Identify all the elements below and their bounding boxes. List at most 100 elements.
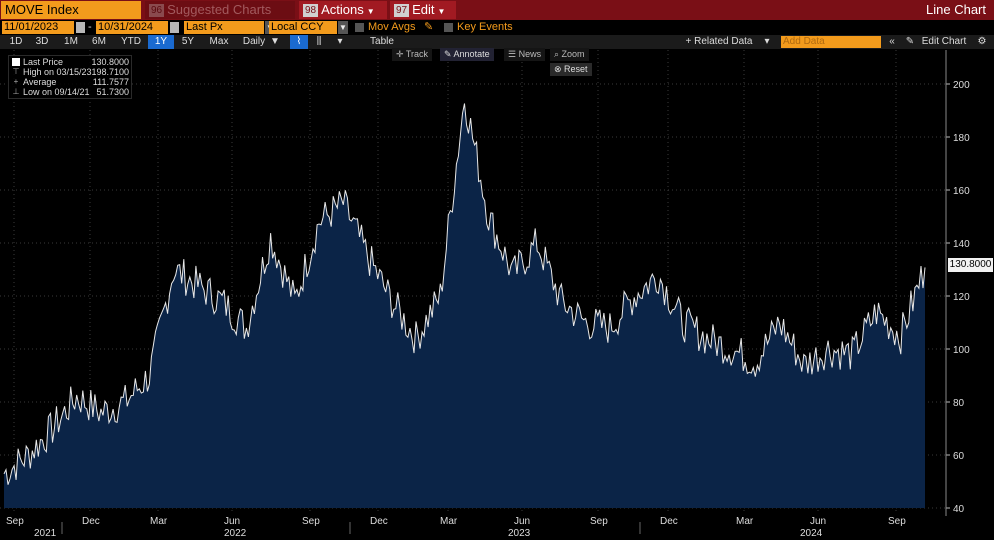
legend-label: High on 03/15/23 <box>23 67 92 77</box>
reset-button[interactable]: ⊗ Reset <box>550 63 592 76</box>
x-tick-label: Mar <box>440 516 458 527</box>
legend-low: ⊥ Low on 09/14/21 51.7300 <box>9 87 133 97</box>
range-1y[interactable]: 1Y <box>148 35 174 49</box>
legend-last: Last Price 130.8000 <box>9 57 133 67</box>
field-select[interactable]: Last Px <box>184 21 264 34</box>
chevron-down-icon: ▼ <box>437 7 446 16</box>
range-ytd[interactable]: YTD <box>121 36 141 47</box>
command-bar: MOVE Index 96 Suggested Charts 98 Actions ▼… <box>0 0 994 20</box>
key-events-label[interactable]: Key Events <box>457 21 513 33</box>
edit-chart-button[interactable]: Edit Chart <box>921 36 967 47</box>
menu-number: 97 <box>394 4 410 17</box>
calendar-icon[interactable] <box>76 22 85 33</box>
key-events-checkbox[interactable] <box>444 23 453 32</box>
x-tick-label: Dec <box>82 516 100 527</box>
series-area <box>4 103 925 508</box>
legend-value: 130.8000 <box>91 57 129 67</box>
zoom-tool[interactable]: ⌕ Zoom <box>550 48 589 61</box>
x-tick-label: Sep <box>6 516 24 527</box>
period-select[interactable]: Daily <box>242 36 266 47</box>
mov-avgs-checkbox[interactable] <box>355 23 364 32</box>
x-tick-label: Mar <box>150 516 168 527</box>
x-tick-label: Sep <box>590 516 608 527</box>
menu-label: Actions <box>321 2 364 17</box>
x-year-label: 2021 <box>34 528 57 539</box>
range-1m[interactable]: 1M <box>64 36 78 47</box>
zoom-label: Zoom <box>561 49 585 59</box>
edit-menu[interactable]: 97 Edit ▼ <box>390 1 456 19</box>
gear-icon[interactable]: ⚙ <box>977 36 987 47</box>
line-chart-icon[interactable]: ⌇ <box>290 35 308 49</box>
related-data-button[interactable]: + Related Data <box>685 36 753 47</box>
end-date-field[interactable]: 10/31/2024 <box>96 21 168 34</box>
y-tick-label: 140 <box>953 239 970 250</box>
series-line-last-price <box>3 103 926 485</box>
average-marker-icon: + <box>13 77 19 86</box>
low-marker-icon: ⊥ <box>12 87 20 96</box>
legend-label: Average <box>23 77 57 87</box>
suggested-charts-menu[interactable]: 96 Suggested Charts <box>145 1 295 19</box>
x-year-label: 2024 <box>800 528 823 539</box>
view-title: Line Chart <box>926 2 986 17</box>
legend-high: ⊤ High on 03/15/23 198.7100 <box>9 67 133 77</box>
legend-value: 198.7100 <box>91 67 129 77</box>
pencil-icon: ✎ <box>444 49 454 59</box>
x-tick-label: Sep <box>888 516 906 527</box>
pencil-icon[interactable]: ✎ <box>905 36 915 47</box>
collapse-icon[interactable]: « <box>889 36 895 47</box>
news-label: News <box>518 49 542 59</box>
range-5y[interactable]: 5Y <box>181 36 195 47</box>
table-button[interactable]: Table <box>370 36 394 47</box>
calendar-icon[interactable] <box>170 22 179 33</box>
y-tick-label: 180 <box>953 133 970 144</box>
range-6m[interactable]: 6M <box>92 36 106 47</box>
chevron-down-icon[interactable]: ▾ <box>337 36 343 47</box>
price-chart[interactable]: 40 60 80 100 120 140 160 180 200 Sep Dec Mar Jun Sep D… <box>0 50 994 540</box>
legend-average: + Average 111.7577 <box>9 77 133 87</box>
x-tick-label: Jun <box>514 516 530 527</box>
bar-chart-icon[interactable]: ⫼ <box>316 36 322 47</box>
chart-canvas[interactable]: 40 60 80 100 120 140 160 180 200 Sep Dec Mar Jun Sep D… <box>0 50 994 540</box>
news-icon: ☰ <box>508 49 519 59</box>
y-tick-label: 40 <box>953 504 965 515</box>
news-tool[interactable]: ☰ News <box>504 48 546 61</box>
chevron-down-icon[interactable]: ▾ <box>764 36 770 47</box>
chevron-down-icon[interactable]: ▼ <box>338 21 348 34</box>
mov-avgs-label[interactable]: Mov Avgs <box>368 21 416 33</box>
last-price-tag: 130.8000 <box>948 258 993 272</box>
date-separator: - <box>88 21 92 33</box>
x-year-label: 2022 <box>224 528 247 539</box>
track-tool[interactable]: ✛ Track <box>392 48 433 61</box>
range-3d[interactable]: 3D <box>35 36 49 47</box>
security-field[interactable]: MOVE Index <box>1 1 141 19</box>
range-max[interactable]: Max <box>209 36 229 47</box>
range-1d[interactable]: 1D <box>9 36 23 47</box>
y-tick-label: 60 <box>953 451 965 462</box>
start-date-field[interactable]: 11/01/2023 <box>2 21 74 34</box>
annotate-tool[interactable]: ✎ Annotate <box>440 48 494 61</box>
menu-number: 98 <box>303 4 319 17</box>
timerange-bar: 1D 3D 1M 6M YTD 1Y 5Y Max Daily ▼ ⌇ ⫼ ▾ … <box>0 35 994 49</box>
legend-label: Low on 09/14/21 <box>23 87 90 97</box>
currency-select[interactable]: Local CCY <box>269 21 337 34</box>
y-tick-label: 160 <box>953 186 970 197</box>
x-tick-label: Dec <box>660 516 678 527</box>
x-tick-label: Sep <box>302 516 320 527</box>
annotate-label: Annotate <box>453 49 490 59</box>
pencil-icon[interactable]: ✎ <box>424 21 434 33</box>
x-tick-label: Jun <box>224 516 240 527</box>
legend-swatch <box>12 58 20 66</box>
chevron-down-icon[interactable]: ▼ <box>270 36 280 47</box>
actions-menu[interactable]: 98 Actions ▼ <box>299 1 387 19</box>
y-tick-label: 80 <box>953 398 965 409</box>
reset-label: Reset <box>564 64 588 74</box>
add-data-input[interactable]: Add Data <box>781 36 881 48</box>
reset-icon: ⊗ <box>554 64 565 74</box>
y-tick-label: 120 <box>953 292 970 303</box>
params-bar: 11/01/2023 - 10/31/2024 Last Px ▼ Local … <box>0 20 994 35</box>
x-year-label: 2023 <box>508 528 531 539</box>
x-tick-label: Jun <box>810 516 826 527</box>
crosshair-icon: ✛ <box>396 49 406 59</box>
legend-value: 111.7577 <box>92 77 129 87</box>
magnifier-icon: ⌕ <box>554 49 562 59</box>
